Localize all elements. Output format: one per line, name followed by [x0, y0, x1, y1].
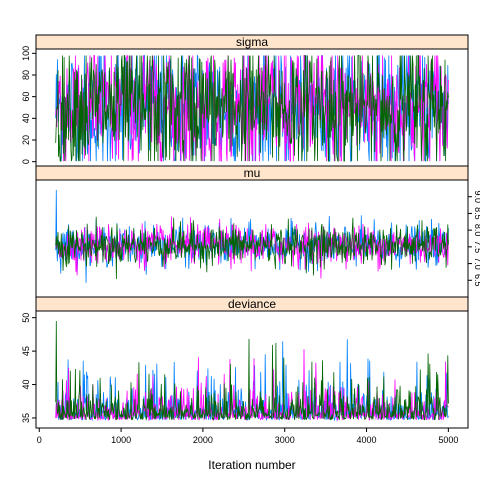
x-tick-label: 4000 — [357, 435, 377, 445]
x-axis: 0 1000 2000 3000 4000 5000 — [37, 428, 458, 445]
deviance-panel-frame — [35, 310, 469, 429]
x-tick-label: 1000 — [111, 435, 131, 445]
mu-strip-label: mu — [244, 166, 261, 180]
x-tick-label: 3000 — [275, 435, 295, 445]
x-tick-label: 0 — [37, 435, 42, 445]
x-tick-label: 5000 — [438, 435, 458, 445]
deviance-trace-chain-2 — [55, 349, 449, 422]
sigma-y-tick-label: 0 — [21, 159, 31, 164]
deviance-y-tick-label: 50 — [21, 313, 31, 323]
sigma-trace-chain-3 — [55, 55, 449, 163]
sigma-y-tick-label: 60 — [21, 92, 31, 102]
sigma-strip-label: sigma — [236, 35, 268, 49]
deviance-trace-chain-3 — [55, 320, 449, 421]
panel-sigma: sigma 0 20 40 60 80 100 — [21, 34, 469, 167]
panel-deviance: deviance 35 40 45 50 — [21, 296, 469, 429]
sigma-traces — [55, 54, 449, 163]
panel-mu: mu 6.5 7.0 7.5 8.0 8.5 9.0 — [35, 165, 480, 298]
sigma-y-tick-label: 40 — [21, 113, 31, 123]
sigma-y-tick-label: 20 — [21, 135, 31, 145]
deviance-strip-label: deviance — [228, 297, 276, 311]
sigma-y-tick-label: 80 — [21, 70, 31, 80]
deviance-y-tick-label: 35 — [21, 413, 31, 423]
deviance-y-tick-label: 45 — [21, 346, 31, 356]
x-axis-title: Iteration number — [208, 458, 295, 472]
mu-y-tick-label: 8.5 — [473, 207, 480, 220]
panels: sigma 0 20 40 60 80 100 mu 6.5 7.0 7.5 8.0 8.5 9.0 dev… — [21, 34, 480, 429]
deviance-traces — [55, 320, 449, 422]
mu-y-tick-label: 8.0 — [473, 224, 480, 237]
mu-y-tick-label: 7.0 — [473, 257, 480, 270]
deviance-y-tick-label: 40 — [21, 380, 31, 390]
mu-trace-chain-3 — [55, 216, 449, 280]
mu-traces — [55, 189, 449, 283]
mu-y-tick-label: 7.5 — [473, 241, 480, 254]
mu-y-tick-label: 9.0 — [473, 190, 480, 203]
sigma-y-tick-label: 100 — [21, 46, 31, 61]
x-tick-label: 2000 — [193, 435, 213, 445]
mu-y-tick-label: 6.5 — [473, 274, 480, 287]
